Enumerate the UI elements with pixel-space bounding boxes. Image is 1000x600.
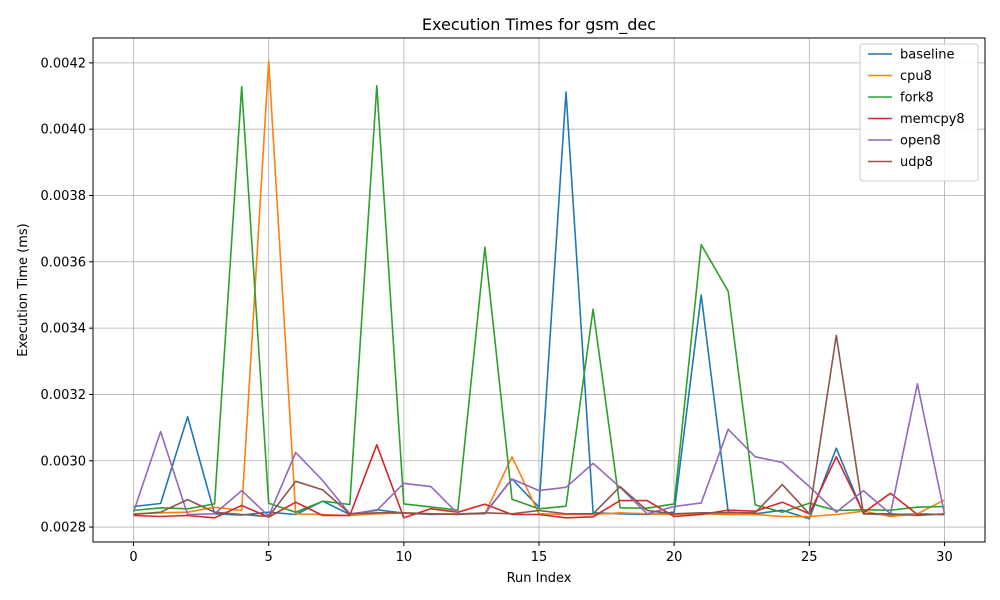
- legend-box: [859, 43, 979, 182]
- y-tick-label: 0.0028: [41, 521, 87, 536]
- x-tick-label: 30: [936, 550, 953, 565]
- x-tick-label: 25: [801, 550, 818, 565]
- legend-label-cpu8: cpu8: [900, 69, 932, 84]
- legend-label-open8: open8: [900, 134, 941, 149]
- y-axis-label: Execution Time (ms): [16, 223, 31, 356]
- legend: baseline cpu8 fork8 memcpy8 open8 udp8: [859, 43, 979, 182]
- x-tick-label: 15: [531, 550, 548, 565]
- y-tick-label: 0.0038: [41, 189, 87, 204]
- legend-label-memcpy8: memcpy8: [900, 112, 965, 127]
- x-tick-label: 20: [666, 550, 683, 565]
- legend-label-udp8: udp8: [900, 155, 933, 170]
- chart-title: Execution Times for gsm_dec: [422, 15, 656, 35]
- series-line-fork8: [133, 84, 945, 514]
- y-tick-label: 0.0036: [41, 255, 87, 270]
- y-tick-label: 0.0034: [41, 322, 87, 337]
- grid: [93, 38, 985, 542]
- x-tick-label: 10: [396, 550, 413, 565]
- y-tick-label: 0.0032: [41, 388, 87, 403]
- y-tick-label: 0.0040: [41, 123, 87, 138]
- series-lines: [132, 60, 946, 520]
- legend-label-fork8: fork8: [900, 91, 934, 106]
- series-line-udp8: [133, 334, 945, 518]
- y-tick-label: 0.0030: [41, 454, 87, 469]
- x-axis-label: Run Index: [507, 571, 572, 586]
- y-tick-label: 0.0042: [41, 56, 87, 71]
- x-tick-label: 0: [129, 550, 137, 565]
- legend-label-baseline: baseline: [900, 48, 954, 63]
- x-tick-label: 5: [265, 550, 273, 565]
- series-line-baseline: [133, 91, 945, 520]
- axis-ticks: 0 5 10 15 20 25 30 0.0028 0.0030 0.0032 0.0034 0.00…: [41, 56, 953, 565]
